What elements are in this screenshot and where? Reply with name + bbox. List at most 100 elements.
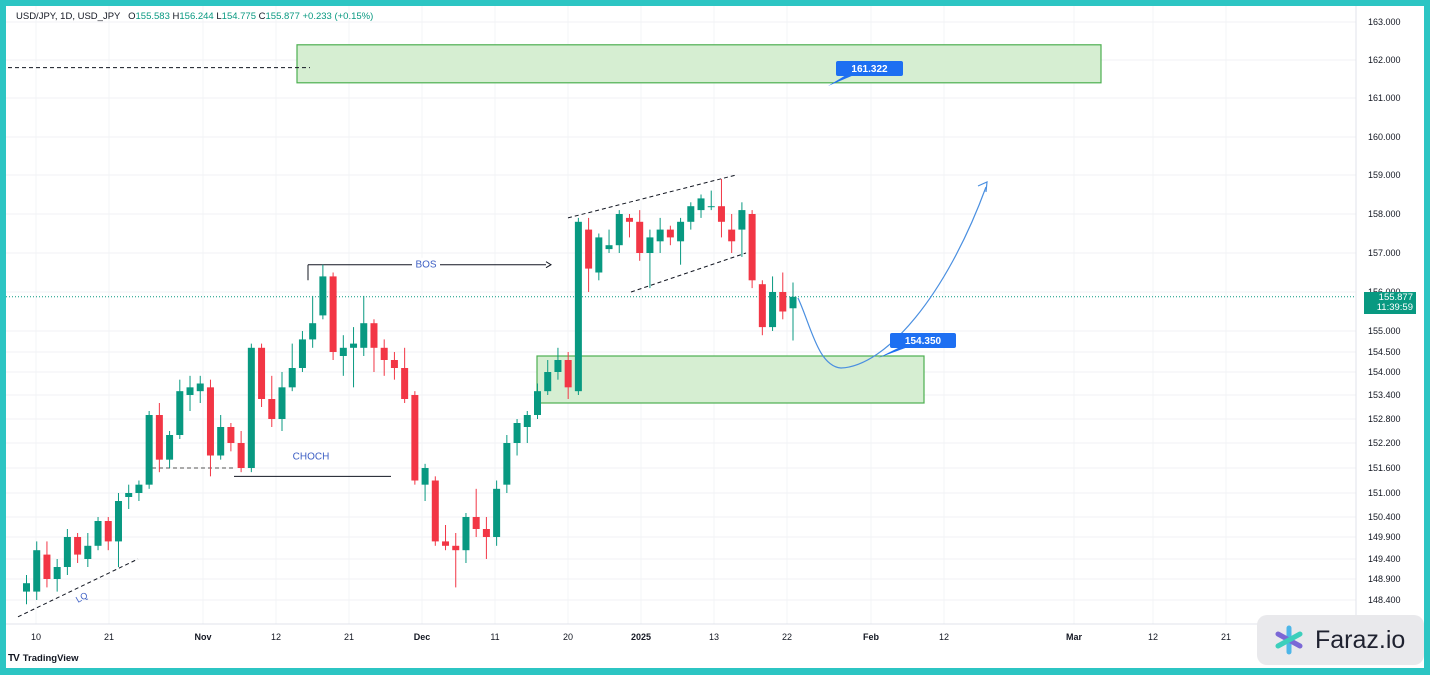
projection-path bbox=[797, 186, 987, 369]
candle-up bbox=[615, 214, 623, 246]
candle-up bbox=[421, 468, 429, 485]
candle-up bbox=[687, 206, 695, 222]
open-value: 155.583 bbox=[135, 11, 170, 22]
candle-up bbox=[360, 323, 368, 348]
candle-down bbox=[431, 480, 439, 542]
candle-down bbox=[74, 537, 82, 555]
last-price: 155.877 bbox=[1378, 292, 1413, 303]
y-tick-label: 157.000 bbox=[1368, 248, 1401, 258]
y-tick-label: 155.000 bbox=[1368, 326, 1401, 336]
y-tick-label: 154.000 bbox=[1368, 367, 1401, 377]
last-price-tag: 155.877 11:39:59 bbox=[1364, 292, 1416, 314]
y-tick-label: 162.000 bbox=[1368, 55, 1401, 65]
candle-down bbox=[370, 323, 378, 348]
tradingview-brand[interactable]: TV TradingView bbox=[8, 653, 79, 664]
faraz-watermark: Faraz.io bbox=[1257, 615, 1424, 665]
candle-down bbox=[585, 229, 593, 269]
bos-arrowhead bbox=[545, 261, 552, 269]
change-value: +0.233 (+0.15%) bbox=[302, 11, 374, 22]
choch-text: CHOCH bbox=[293, 452, 330, 463]
candle-up bbox=[145, 415, 153, 485]
y-tick-label: 152.200 bbox=[1368, 438, 1401, 448]
y-tick-label: 149.900 bbox=[1368, 532, 1401, 542]
low-value: 154.775 bbox=[221, 11, 256, 22]
candle-up bbox=[53, 567, 61, 579]
liquidity-line bbox=[17, 558, 139, 618]
y-tick-label: 158.000 bbox=[1368, 209, 1401, 219]
y-tick-label: 161.000 bbox=[1368, 93, 1401, 103]
high-value: 156.244 bbox=[179, 11, 214, 22]
candle-up bbox=[166, 435, 174, 460]
y-tick-label: 154.500 bbox=[1368, 347, 1401, 357]
candle-down bbox=[779, 292, 787, 312]
candle-down bbox=[452, 545, 460, 551]
candle-down bbox=[625, 217, 633, 222]
candle-down bbox=[268, 399, 276, 419]
candle-down bbox=[666, 229, 674, 238]
y-tick-label: 148.900 bbox=[1368, 574, 1401, 584]
candle-up bbox=[298, 339, 306, 368]
chart-frame: 163.000 162.000 161.000 160.000 159.000 158.0… bbox=[6, 6, 1424, 668]
candle-down bbox=[390, 360, 398, 368]
x-tick-label: Mar bbox=[1066, 632, 1083, 642]
candle-up bbox=[278, 387, 286, 419]
candle-down bbox=[728, 229, 736, 242]
candle-up bbox=[33, 550, 41, 592]
symbol-header: USD/JPY, 1D, USD_JPY O155.583 H156.244 L… bbox=[16, 11, 373, 22]
candle-up bbox=[677, 221, 685, 242]
x-tick-label: 12 bbox=[1148, 632, 1158, 642]
bar-countdown: 11:39:59 bbox=[1376, 302, 1413, 313]
x-tick-label: 12 bbox=[271, 632, 281, 642]
candle-down bbox=[748, 214, 756, 281]
candle-down bbox=[482, 529, 490, 537]
candle-up bbox=[94, 521, 102, 546]
candle-up bbox=[513, 423, 521, 443]
candle-up bbox=[135, 484, 143, 493]
candle-up bbox=[350, 343, 358, 348]
y-tick-label: 149.400 bbox=[1368, 554, 1401, 564]
symbol-name[interactable]: USD/JPY, 1D, USD_JPY bbox=[16, 11, 121, 22]
candle-up bbox=[23, 583, 30, 592]
x-tick-label: Dec bbox=[414, 632, 431, 642]
x-tick-label: 21 bbox=[1221, 632, 1231, 642]
entry-label-text: 154.350 bbox=[905, 336, 942, 347]
y-tick-label: 151.000 bbox=[1368, 488, 1401, 498]
candle-up bbox=[574, 221, 582, 392]
candle-down bbox=[227, 427, 235, 443]
candle-up bbox=[288, 368, 296, 388]
candle-down bbox=[472, 517, 480, 529]
candle-down bbox=[380, 347, 388, 360]
high-label: H bbox=[172, 11, 180, 22]
y-tick-label: 159.000 bbox=[1368, 170, 1401, 180]
candle-down bbox=[104, 521, 112, 542]
target-label-pointer bbox=[828, 75, 854, 86]
candle-down bbox=[442, 541, 450, 546]
candle-down bbox=[564, 360, 572, 388]
bos-text: BOS bbox=[415, 260, 436, 271]
tradingview-logo-icon: TV bbox=[8, 653, 20, 664]
close-value: 155.877 bbox=[265, 11, 300, 22]
candle-up bbox=[595, 237, 603, 273]
candle-up bbox=[319, 276, 327, 316]
target-label-text: 161.322 bbox=[851, 64, 888, 75]
demand-zone bbox=[536, 355, 925, 404]
target-zone bbox=[296, 44, 1102, 84]
lq-text: LQ bbox=[74, 590, 89, 605]
x-tick-label: 12 bbox=[939, 632, 949, 642]
x-tick-label: 21 bbox=[344, 632, 354, 642]
candle-up bbox=[646, 237, 654, 253]
candle-down bbox=[411, 395, 419, 481]
candlestick-chart[interactable]: 163.000 162.000 161.000 160.000 159.000 158.0… bbox=[6, 6, 1424, 668]
candle-up bbox=[789, 296, 797, 309]
candle-up bbox=[217, 427, 225, 456]
bos-text-bg bbox=[412, 257, 440, 270]
x-tick-label: 22 bbox=[782, 632, 792, 642]
candle-up bbox=[544, 372, 552, 392]
y-tick-label: 150.400 bbox=[1368, 512, 1401, 522]
candle-up bbox=[707, 206, 715, 208]
x-tick-label: 13 bbox=[709, 632, 719, 642]
candle-down bbox=[43, 554, 51, 579]
candle-down bbox=[717, 206, 725, 222]
x-tick-label: 2025 bbox=[631, 632, 651, 642]
candle-down bbox=[155, 415, 163, 460]
